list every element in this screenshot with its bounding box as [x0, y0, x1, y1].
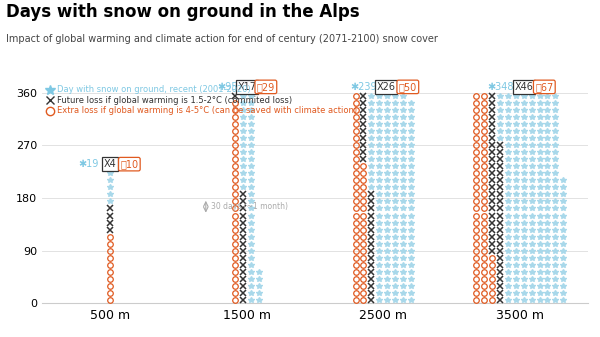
Text: ⃘29: ⃘29: [257, 82, 275, 92]
Text: Days with snow on ground in the Alps: Days with snow on ground in the Alps: [6, 3, 359, 21]
Text: Extra loss if global warming is 4-5°C (can be saved with climate action): Extra loss if global warming is 4-5°C (c…: [57, 106, 357, 115]
Text: X26: X26: [376, 82, 395, 92]
Text: Future loss if global warming is 1.5-2°C (commited loss): Future loss if global warming is 1.5-2°C…: [57, 96, 292, 105]
Text: ✱239: ✱239: [351, 82, 377, 92]
Text: ✱348: ✱348: [487, 82, 514, 92]
Text: ⃘10: ⃘10: [120, 159, 139, 169]
Text: X4: X4: [104, 159, 116, 169]
Text: ⃘67: ⃘67: [535, 82, 553, 92]
Text: X17: X17: [237, 82, 256, 92]
Text: Impact of global warming and climate action for end of century (2071-2100) snow : Impact of global warming and climate act…: [6, 34, 438, 44]
Text: ✱95: ✱95: [217, 82, 238, 92]
Text: X46: X46: [514, 82, 533, 92]
Text: Day with snow on ground, recent (2001-2020): Day with snow on ground, recent (2001-20…: [57, 85, 251, 94]
Text: 30 days (~1 month): 30 days (~1 month): [211, 202, 288, 211]
Text: ⃘50: ⃘50: [398, 82, 417, 92]
Text: ✱19: ✱19: [78, 159, 98, 169]
